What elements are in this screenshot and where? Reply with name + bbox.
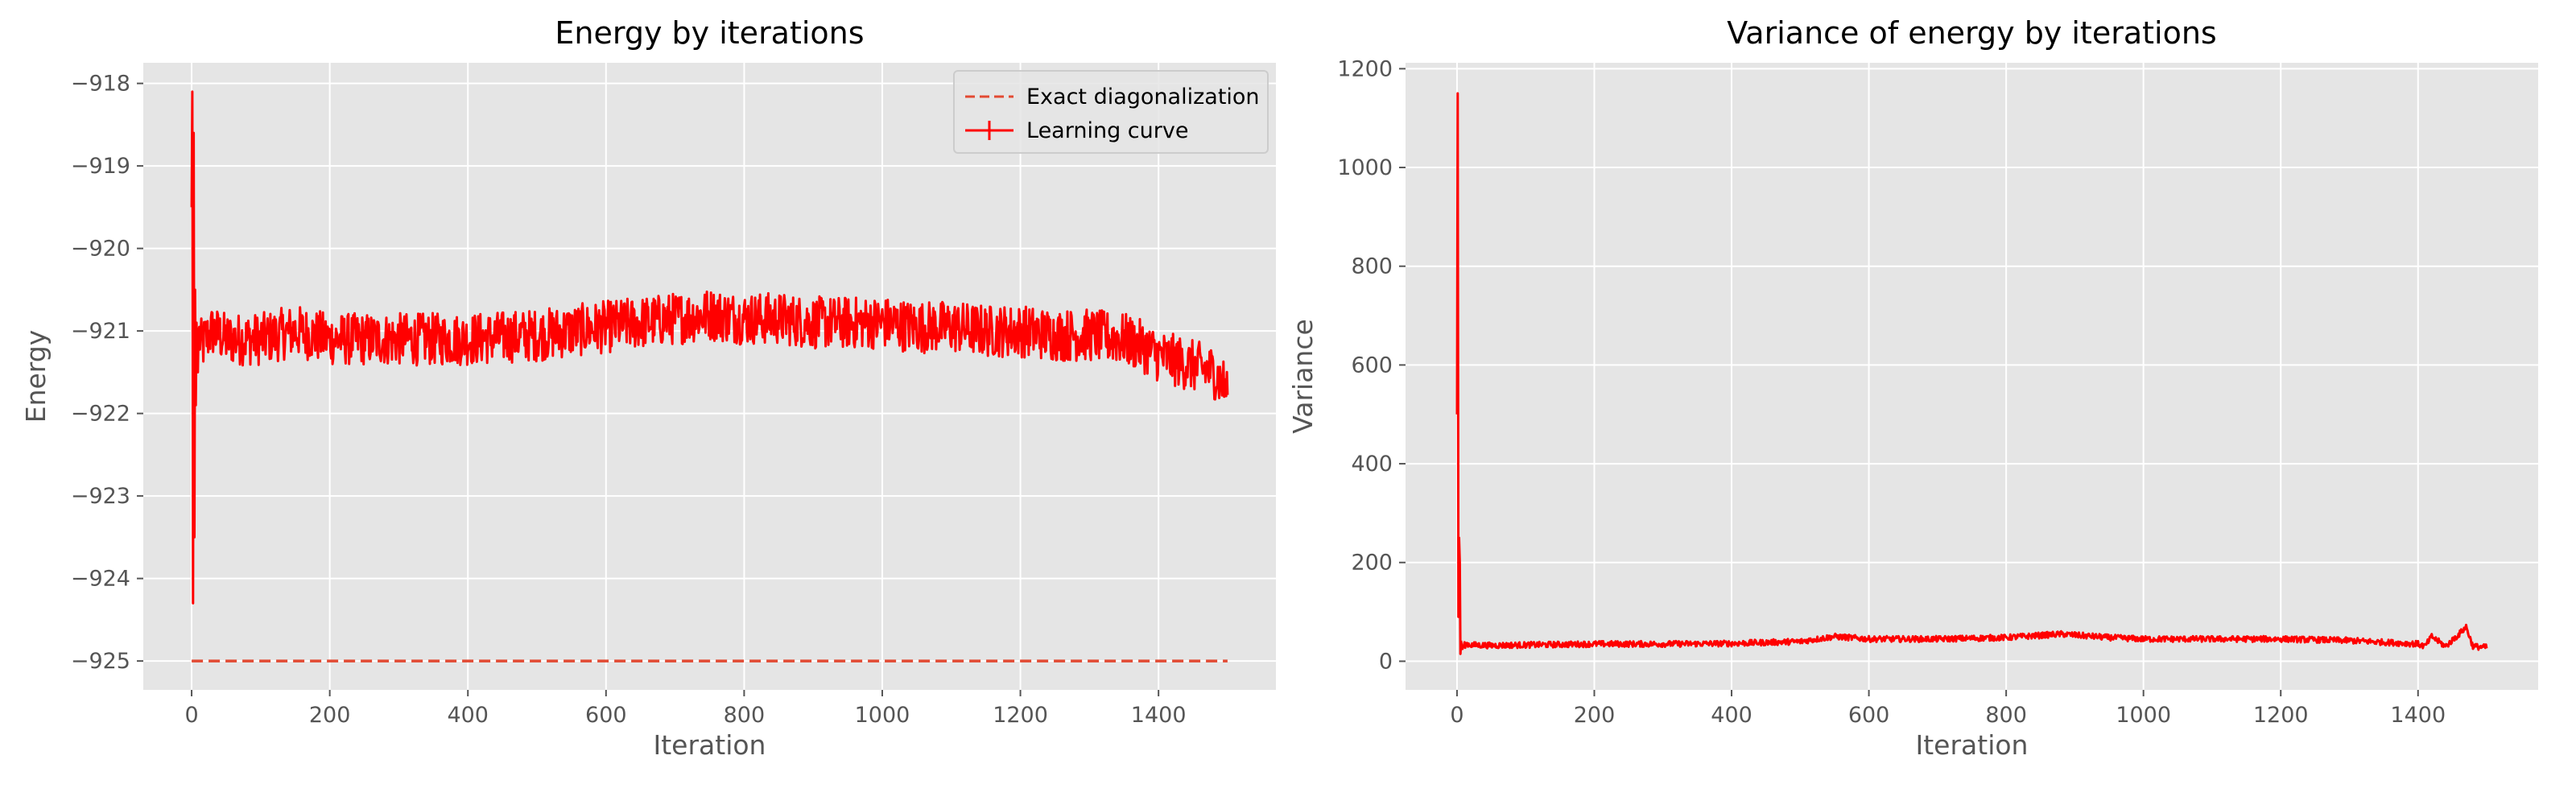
y-tick-label: −920 (71, 237, 130, 262)
legend-box (953, 70, 1269, 154)
y-tick-label: −924 (71, 567, 130, 592)
x-tick-label: 0 (1450, 703, 1463, 728)
x-tick-label: 200 (309, 703, 351, 728)
chart-title: Variance of energy by iterations (1727, 15, 2216, 51)
x-tick-label: 1000 (855, 703, 910, 728)
chart-title: Energy by iterations (555, 15, 864, 51)
y-tick-label: 200 (1351, 551, 1393, 576)
x-tick-label: 400 (447, 703, 489, 728)
legend: Exact diagonalization Learning curve (953, 70, 1269, 154)
x-tick-label: 800 (724, 703, 766, 728)
y-tick-label: 800 (1351, 254, 1393, 279)
x-tick-label: 1400 (1131, 703, 1187, 728)
x-tick-label: 400 (1711, 703, 1752, 728)
x-tick-label: 1200 (993, 703, 1048, 728)
y-tick-label: 400 (1351, 452, 1393, 477)
x-tick-label: 1000 (2116, 703, 2171, 728)
y-tick-label: −918 (71, 72, 130, 97)
series-line-1 (1455, 92, 2488, 655)
y-tick-label: 0 (1379, 649, 1393, 674)
y-tick-label: 1200 (1337, 56, 1393, 81)
x-tick-label: 0 (184, 703, 198, 728)
y-axis-label: Energy (20, 330, 52, 423)
plot-area (143, 63, 1276, 690)
chart-1: 0 200 400 600 800 1000 1200 1400 −918 −919 −920 −92… (20, 15, 1276, 761)
legend-entry-label: Learning curve (1026, 118, 1188, 143)
x-tick-label: 200 (1574, 703, 1616, 728)
x-axis-label: Iteration (1916, 729, 2029, 761)
y-tick-label: −921 (71, 319, 130, 344)
y-tick-label: −925 (71, 649, 130, 674)
y-tick-label: −919 (71, 154, 130, 179)
plot-area (1406, 63, 2538, 690)
y-tick-label: −923 (71, 484, 130, 509)
x-tick-label: 1400 (2390, 703, 2446, 728)
x-tick-label: 600 (1848, 703, 1890, 728)
x-tick-label: 800 (1985, 703, 2027, 728)
legend-entry-label: Exact diagonalization (1026, 85, 1260, 109)
x-tick-label: 1200 (2253, 703, 2309, 728)
x-tick-label: 600 (585, 703, 627, 728)
y-tick-label: −922 (71, 402, 130, 427)
series-line-2 (190, 90, 1229, 605)
y-tick-label: 1000 (1337, 155, 1393, 180)
chart-2: 0 200 400 600 800 1000 1200 1400 0 200 400 600 800 10… (1287, 15, 2538, 761)
y-tick-label: 600 (1351, 353, 1393, 378)
y-axis-label: Variance (1287, 319, 1319, 434)
x-axis-label: Iteration (654, 729, 766, 761)
